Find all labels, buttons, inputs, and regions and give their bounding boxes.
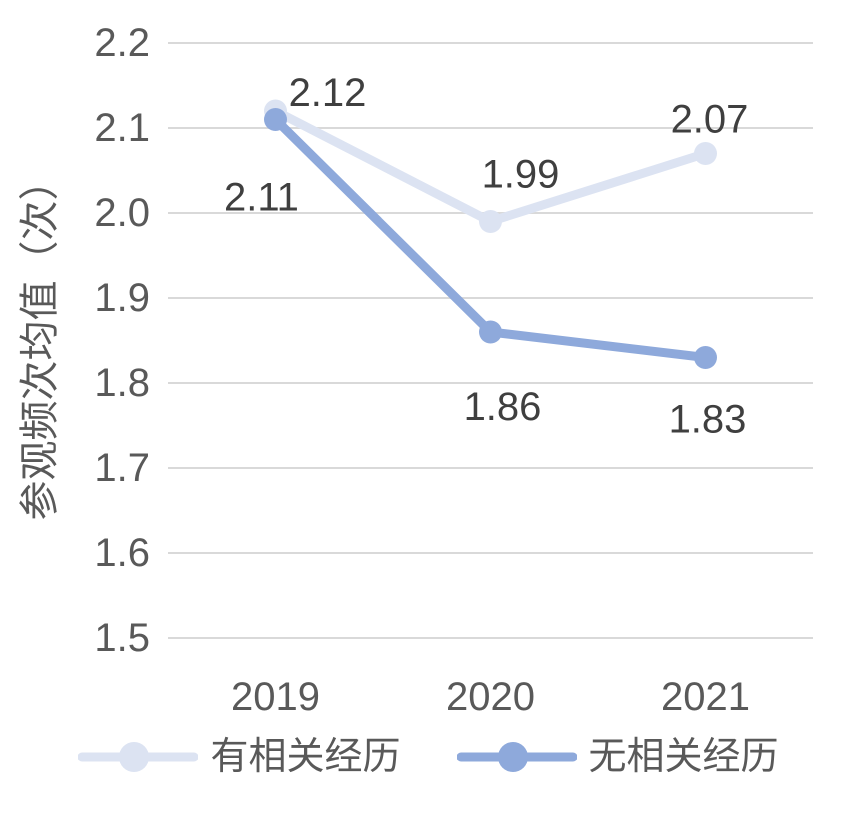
data-label: 2.12: [289, 71, 367, 115]
legend-label-without-experience: 无相关经历: [588, 736, 779, 778]
y-tick-label: 1.7: [94, 446, 150, 490]
legend-label-with-experience: 有相关经历: [210, 736, 401, 778]
data-point-marker: [264, 108, 287, 131]
y-tick-label: 1.5: [94, 616, 150, 660]
legend-marker-icon: [497, 742, 528, 772]
data-point-marker: [694, 142, 717, 165]
data-label: 1.86: [464, 385, 542, 429]
legend-item-with-experience: 有相关经历: [78, 736, 401, 778]
x-tick-label: 2019: [231, 675, 320, 719]
legend: 有相关经历 无相关经历: [0, 736, 857, 778]
y-tick-label: 1.6: [94, 531, 150, 575]
line-chart: 2.2 2.1 2.0 1.9 1.8 1.7 1.6 1.5 参观频次均值（次） 2019 202…: [18, 21, 813, 719]
y-axis-title: 参观频次均值（次）: [18, 161, 62, 521]
y-tick-label: 2.2: [94, 21, 150, 65]
data-label: 2.07: [671, 98, 749, 142]
y-tick-label: 1.9: [94, 276, 150, 320]
data-label: 1.99: [482, 153, 560, 197]
data-label: 2.11: [224, 176, 299, 220]
x-tick-label: 2021: [661, 675, 750, 719]
x-tick-label: 2020: [446, 675, 535, 719]
data-label: 1.83: [669, 398, 747, 442]
legend-swatch-without-experience: [456, 742, 577, 772]
data-point-marker: [694, 346, 717, 369]
legend-marker-icon: [119, 742, 150, 772]
legend-swatch-with-experience: [78, 742, 199, 772]
y-tick-label: 2.1: [94, 106, 150, 150]
legend-item-without-experience: 无相关经历: [456, 736, 779, 778]
y-tick-label: 2.0: [94, 191, 150, 235]
data-point-marker: [479, 210, 502, 233]
data-point-marker: [479, 320, 502, 344]
y-tick-label: 1.8: [94, 361, 150, 405]
